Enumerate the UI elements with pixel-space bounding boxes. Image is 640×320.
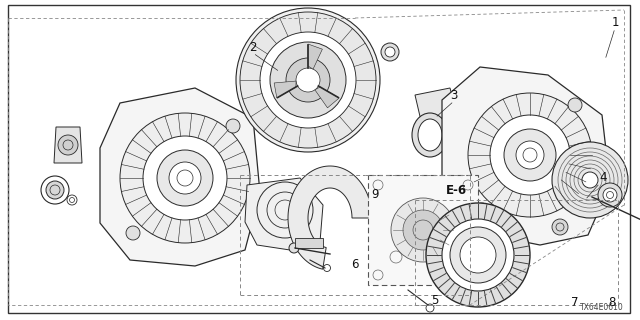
Circle shape	[475, 203, 489, 217]
Circle shape	[504, 129, 556, 181]
Circle shape	[289, 243, 299, 253]
Circle shape	[442, 219, 514, 291]
Text: 1: 1	[611, 15, 619, 28]
Text: 2: 2	[249, 41, 257, 53]
Circle shape	[257, 182, 313, 238]
Circle shape	[552, 142, 628, 218]
Circle shape	[403, 210, 443, 250]
Circle shape	[58, 135, 78, 155]
Circle shape	[552, 219, 568, 235]
Circle shape	[226, 119, 240, 133]
Bar	[368, 175, 478, 285]
Circle shape	[126, 226, 140, 240]
Circle shape	[460, 237, 496, 273]
Circle shape	[582, 172, 598, 188]
Text: TX64E0610: TX64E0610	[580, 303, 624, 312]
Circle shape	[385, 47, 395, 57]
Circle shape	[260, 32, 356, 128]
Polygon shape	[245, 178, 323, 250]
Bar	[295, 238, 323, 248]
Text: 7: 7	[572, 295, 579, 308]
Polygon shape	[54, 127, 82, 163]
Circle shape	[169, 162, 201, 194]
Circle shape	[157, 150, 213, 206]
Circle shape	[426, 203, 530, 307]
Circle shape	[568, 98, 582, 112]
Circle shape	[275, 200, 295, 220]
Polygon shape	[415, 88, 458, 125]
Circle shape	[143, 136, 227, 220]
Polygon shape	[100, 88, 260, 266]
Circle shape	[236, 8, 380, 152]
Ellipse shape	[418, 119, 442, 151]
Polygon shape	[442, 67, 610, 245]
Polygon shape	[315, 87, 339, 108]
Ellipse shape	[412, 113, 448, 157]
Text: 9: 9	[371, 188, 379, 201]
Circle shape	[270, 42, 346, 118]
Text: 6: 6	[351, 259, 359, 271]
Circle shape	[490, 115, 570, 195]
Circle shape	[391, 198, 455, 262]
Text: 3: 3	[451, 89, 458, 101]
Circle shape	[296, 68, 320, 92]
Text: E-6: E-6	[445, 183, 467, 196]
Circle shape	[120, 113, 250, 243]
Polygon shape	[308, 44, 323, 69]
Circle shape	[603, 188, 617, 202]
Polygon shape	[288, 166, 372, 269]
Circle shape	[598, 183, 622, 207]
Text: 8: 8	[608, 295, 616, 308]
Text: 5: 5	[431, 293, 438, 307]
Circle shape	[381, 43, 399, 61]
Polygon shape	[274, 81, 296, 98]
Circle shape	[240, 12, 376, 148]
Circle shape	[468, 93, 592, 217]
Circle shape	[286, 58, 330, 102]
Circle shape	[267, 192, 303, 228]
Circle shape	[450, 227, 506, 283]
Circle shape	[46, 181, 64, 199]
Circle shape	[41, 176, 69, 204]
Circle shape	[516, 141, 544, 169]
Text: 4: 4	[599, 171, 607, 183]
